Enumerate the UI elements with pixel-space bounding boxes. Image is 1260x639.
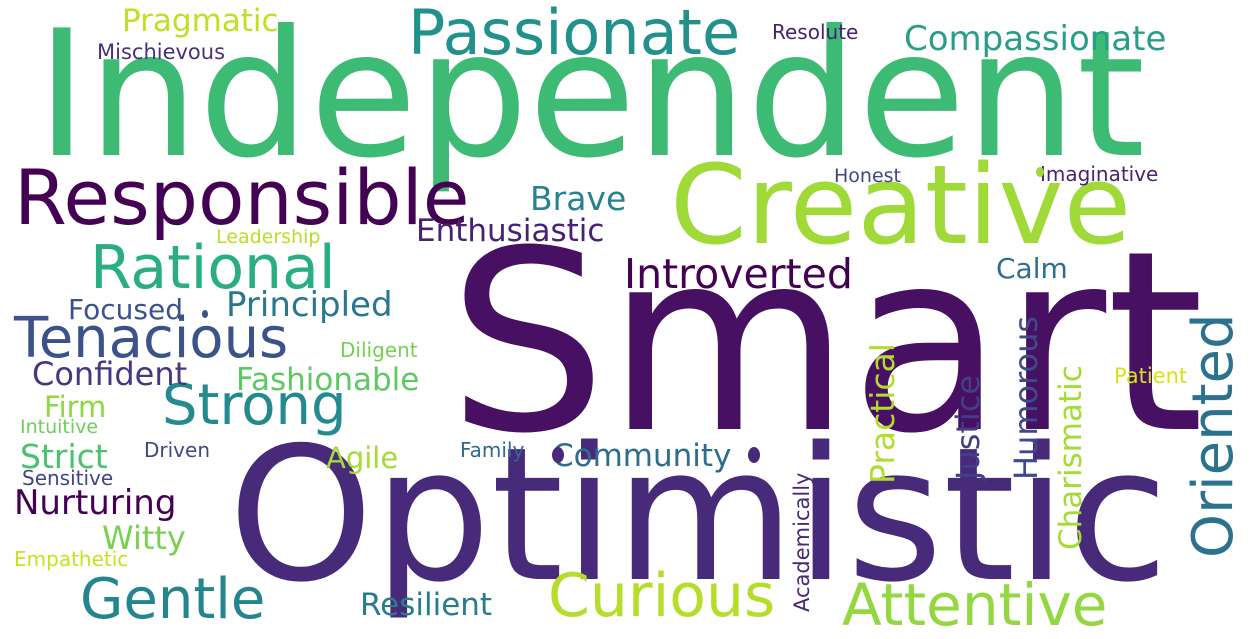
- dot-speck: [1036, 167, 1044, 177]
- word-passionate: Passionate: [408, 0, 741, 69]
- word-nurturing: Nurturing: [14, 483, 177, 523]
- word-gentle: Gentle: [80, 567, 266, 632]
- word-sensitive: Sensitive: [22, 466, 114, 490]
- word-humorous: Humorous: [1007, 315, 1045, 480]
- word-resolute: Resolute: [772, 20, 859, 44]
- dot-speck: [552, 447, 564, 463]
- word-introverted: Introverted: [624, 250, 853, 298]
- word-agile: Agile: [326, 441, 399, 475]
- word-confident: Confident: [32, 355, 188, 393]
- word-resilient: Resilient: [360, 587, 493, 623]
- word-focused: Focused: [68, 293, 183, 326]
- word-witty: Witty: [102, 519, 186, 557]
- word-justice: Justice: [949, 374, 987, 480]
- word-compassionate: Compassionate: [904, 19, 1167, 59]
- word-mischievous: Mischievous: [97, 40, 226, 64]
- word-tenacious: Tenacious: [14, 306, 289, 371]
- word-diligent: Diligent: [340, 338, 418, 362]
- word-oriented: Oriented: [1181, 313, 1246, 558]
- word-leadership: Leadership: [216, 226, 321, 248]
- word-inclined: Honest: [834, 165, 901, 187]
- dot-speck: [748, 447, 760, 463]
- word-principled: Principled: [226, 285, 393, 325]
- word-calm: Calm: [996, 252, 1068, 285]
- word-smart: Smart: [448, 197, 1205, 488]
- word-curious: Curious: [548, 561, 776, 631]
- word-empathetic: Empathetic: [14, 547, 129, 571]
- word-practical: Practical: [863, 343, 902, 484]
- word-creative: Creative: [670, 141, 1132, 269]
- word-attentive: Attentive: [842, 571, 1108, 639]
- word-responsible: Responsible: [14, 153, 470, 242]
- word-intuitive: Intuitive: [20, 416, 99, 438]
- word-charismatic: Charismatic: [1053, 365, 1089, 550]
- word-imaginative: Imaginative: [1040, 162, 1159, 186]
- word-strict: Strict: [20, 437, 108, 476]
- word-honest: Patient: [1114, 364, 1188, 388]
- word-optimistic: Optimistic: [228, 407, 1169, 623]
- word-driven: Driven: [144, 438, 210, 462]
- word-rational: Rational: [90, 233, 336, 303]
- word-fashionable: Fashionable: [236, 362, 420, 398]
- word-brave: Brave: [530, 179, 627, 218]
- word-academically: Academically: [790, 472, 814, 612]
- word-firm: Firm: [44, 390, 107, 424]
- word-family: Family: [460, 438, 525, 462]
- word-enthusiastic: Enthusiastic: [416, 213, 605, 249]
- word-pragmatic: Pragmatic: [122, 3, 279, 39]
- word-strong: Strong: [162, 373, 347, 438]
- dot-speck: [202, 310, 208, 318]
- word-community: Community: [552, 438, 732, 474]
- word-independent: Independent: [36, 0, 1146, 197]
